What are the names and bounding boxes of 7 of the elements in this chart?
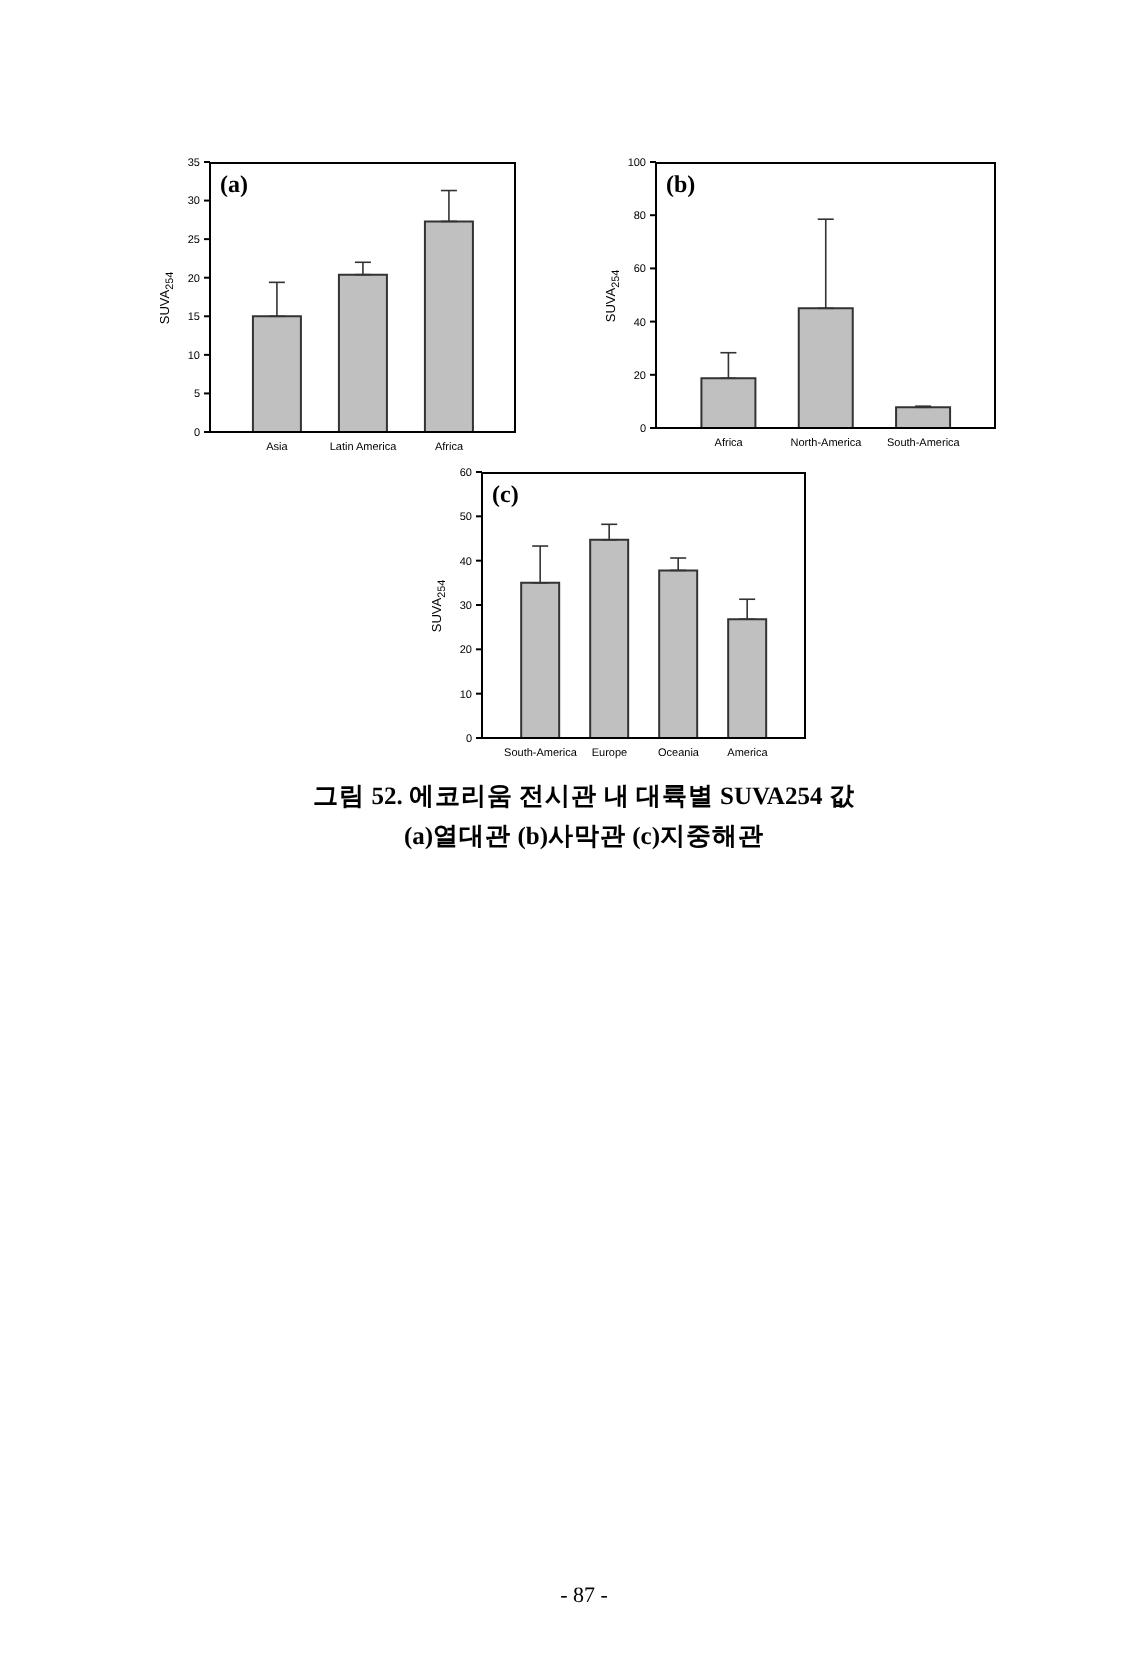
caption: 그림 52. 에코리움 전시관 내 대륙별 SUVA254 값 [311, 780, 857, 814]
text: (a)열대관 (b)사막관 (c)지중해관 [402, 820, 766, 854]
chart-title: (c) [492, 480, 519, 510]
bar [895, 406, 952, 428]
text: - 87 - [558, 1584, 610, 1608]
chart-title: (b) [666, 170, 696, 200]
chart-title: (a) [220, 170, 248, 200]
